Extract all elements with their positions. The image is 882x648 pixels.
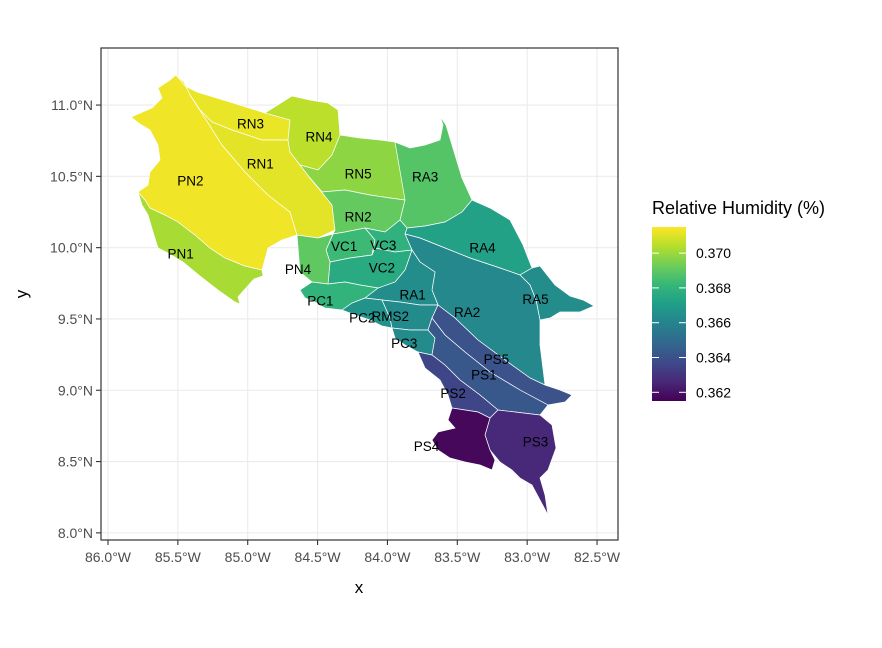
x-tick-label: 85.0°W [225,549,272,565]
region-label-ps2: PS2 [440,386,466,401]
legend-title: Relative Humidity (%) [652,198,825,218]
x-tick-label: 83.5°W [434,549,481,565]
region-label-rms2: RMS2 [371,309,409,324]
region-ps4 [431,407,496,471]
y-tick-label: 11.0°N [51,97,93,113]
legend-colorbar [652,227,686,401]
x-axis-ticks: 86.0°W 85.5°W 85.0°W 84.5°W 84.0°W 83.5°W 83.0… [85,540,621,565]
y-axis-title: y [12,289,31,298]
region-label-ra4: RA4 [469,241,496,256]
region-label-rn4: RN4 [305,129,332,144]
region-label-pn1: PN1 [168,246,194,261]
region-labels: PN1 PN2 RN3 RN1 RN4 RN5 RN2 RA3 RA4 RA5 RA2 RA1 VC1 V… [168,117,549,454]
region-label-ps1: PS1 [471,368,497,383]
region-label-ps3: PS3 [523,435,549,450]
legend: Relative Humidity (%) 0.3620.3640.3660.3… [652,198,825,401]
region-label-rn3: RN3 [237,117,264,132]
region-label-ps5: PS5 [484,352,510,367]
x-tick-label: 86.0°W [85,549,132,565]
legend-tick-label: 0.368 [696,280,731,296]
y-tick-label: 9.0°N [58,382,93,398]
x-tick-label: 82.5°W [574,549,621,565]
x-tick-label: 83.0°W [504,549,551,565]
plot-border [100,47,619,541]
legend-tick-label: 0.366 [696,315,731,331]
x-axis-title: x [355,578,364,597]
region-label-pc2: PC2 [349,311,375,326]
region-label-ra2: RA2 [454,305,480,320]
region-label-vc1: VC1 [331,239,357,254]
legend-ticks: 0.362 0.364 0.366 0.368 0.370 [652,245,731,400]
y-tick-label: 9.5°N [58,311,93,327]
y-tick-label: 8.5°N [58,454,93,470]
region-label-pn4: PN4 [285,262,312,277]
y-tick-label: 10.0°N [50,240,93,256]
map-regions [130,74,595,516]
region-pn4 [296,233,334,285]
region-label-vc2: VC2 [369,261,395,276]
region-label-rn2: RN2 [345,209,372,224]
y-axis-ticks: 8.0°N 8.5°N 9.0°N 9.5°N 10.0°N 10.5°N 11.0°N [50,97,101,541]
region-label-ps4: PS4 [414,439,440,454]
region-label-vc3: VC3 [370,238,396,253]
y-tick-label: 10.5°N [50,168,93,184]
legend-tick-label: 0.362 [696,384,731,400]
region-label-rn5: RN5 [345,166,372,181]
legend-tick-label: 0.364 [696,350,731,366]
x-tick-label: 84.0°W [364,549,411,565]
region-label-rn1: RN1 [247,157,274,172]
x-tick-label: 84.5°W [295,549,342,565]
region-ps3 [484,409,557,516]
region-label-pc1: PC1 [307,293,333,308]
y-tick-label: 8.0°N [58,525,93,541]
region-label-pc3: PC3 [391,336,417,351]
region-label-ra3: RA3 [412,169,438,184]
region-label-pn2: PN2 [177,174,203,189]
x-tick-label: 85.5°W [155,549,202,565]
region-label-ra5: RA5 [522,292,548,307]
region-label-ra1: RA1 [399,288,425,303]
legend-tick-label: 0.370 [696,245,731,261]
